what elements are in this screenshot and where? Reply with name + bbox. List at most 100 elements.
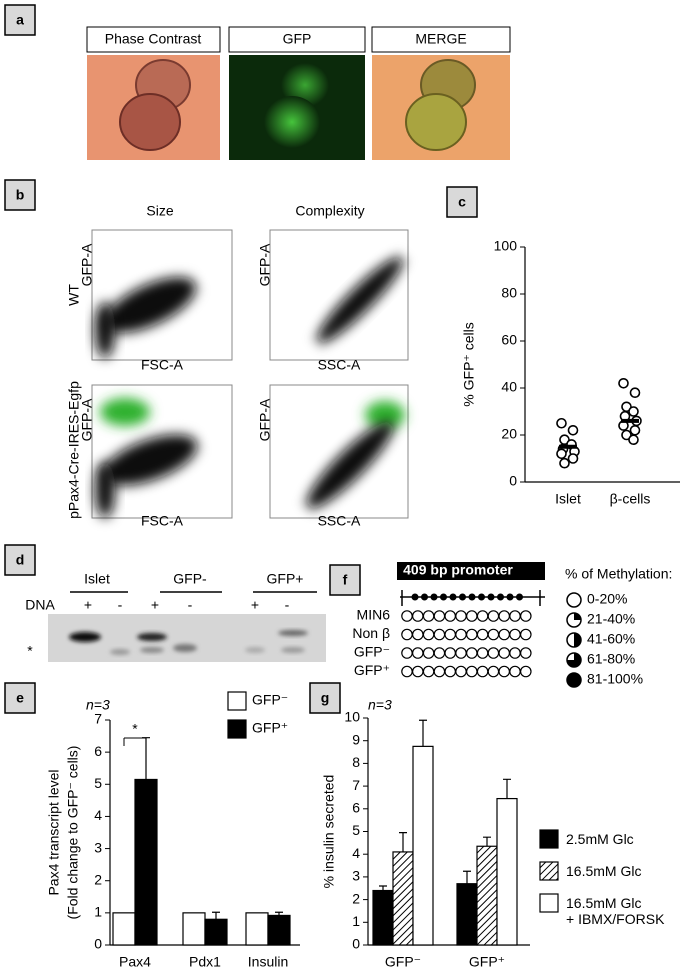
- x-tick-label: GFP⁺: [469, 954, 505, 970]
- cpg-site: [459, 593, 466, 601]
- lane-label: -: [118, 597, 123, 613]
- error-bar: [503, 778, 511, 799]
- panel-label-box: [4, 179, 36, 211]
- panel-label: c: [458, 194, 466, 210]
- lane-label: -: [188, 597, 193, 613]
- methylation-circle: [519, 610, 532, 622]
- mean-marker: [621, 418, 639, 423]
- methylation-circle: [476, 610, 489, 622]
- methylation-circle: [455, 628, 467, 641]
- bar: [412, 745, 434, 946]
- y-tick-label: 2: [352, 890, 360, 906]
- cpg-site: [411, 593, 419, 601]
- axis-label: GFP-A: [257, 398, 273, 441]
- data-point: [628, 406, 639, 417]
- methylation-circle: [433, 647, 446, 659]
- legend-label-box: 16.5mM Glc + IBMX/FORSK: [566, 895, 665, 927]
- methylation-circle: [476, 665, 489, 678]
- bar: [476, 845, 498, 946]
- panel-label-box: [446, 186, 478, 218]
- data-point: [621, 429, 632, 441]
- row-label: GFP⁻: [354, 644, 390, 660]
- column-title: Size: [146, 203, 173, 219]
- x-tick-label: β-cells: [610, 491, 651, 507]
- legend-label: 21-40%: [587, 611, 635, 627]
- flow-plot: [269, 229, 409, 361]
- band-marker: *: [27, 643, 33, 659]
- cpg-site: [516, 593, 523, 601]
- data-point: [556, 448, 567, 460]
- methylation-circle: [498, 610, 510, 622]
- y-tick-label: 40: [501, 379, 517, 395]
- y-tick-label: 6: [94, 743, 102, 759]
- y-tick-label: 4: [94, 807, 102, 823]
- methylation-circle: [519, 647, 532, 659]
- legend-swatch: [539, 893, 559, 913]
- methylation-circle: [444, 647, 456, 659]
- axis-label: GFP-A: [257, 243, 273, 286]
- methylation-circle: [411, 647, 424, 659]
- methylation-circle: [498, 665, 510, 678]
- legend-symbol-fill: [567, 653, 581, 667]
- legend-label: 2.5mM Glc: [566, 831, 634, 847]
- data-point: [628, 434, 639, 446]
- bar: [456, 883, 478, 946]
- significance: *: [132, 721, 138, 737]
- axis-label: GFP-A: [79, 243, 95, 286]
- methylation-circle: [411, 628, 424, 641]
- methylation-circle: [509, 610, 521, 622]
- panel-label: f: [343, 572, 348, 588]
- panel-label: e: [16, 690, 24, 706]
- methylation-circle: [422, 610, 435, 622]
- methylation-circle: [519, 628, 532, 641]
- legend-swatch: [539, 829, 559, 849]
- legend-label: GFP⁺: [252, 720, 288, 736]
- methylation-circle: [509, 647, 521, 659]
- methylation-circle: [509, 665, 521, 678]
- data-point: [629, 387, 641, 399]
- legend-label: 16.5mM Glc + IBMX/FORSK: [566, 895, 665, 927]
- y-axis-label: Pax4 transcript level: [46, 769, 62, 895]
- panel-b: Size Complexity WT pPax4-Cre-IRES-Egfp F…: [66, 203, 409, 529]
- error-bar: [419, 719, 427, 747]
- panel-label-box: [4, 4, 36, 36]
- x-tick-label: Pax4: [119, 954, 151, 970]
- y-tick-label: 3: [352, 868, 360, 884]
- mean-marker: [559, 444, 577, 449]
- flow-plot: [269, 384, 409, 519]
- methylation-circle: [401, 647, 413, 659]
- methylation-circle: [411, 610, 424, 622]
- methylation-circle: [444, 610, 456, 622]
- legend-label-box: 2.5mM Glc: [566, 831, 634, 847]
- methylation-circle: [433, 628, 446, 641]
- x-tick-label: Insulin: [248, 954, 288, 970]
- row-title: pPax4-Cre-IRES-Egfp: [66, 381, 82, 519]
- row-label: MIN6: [357, 607, 391, 623]
- y-tick-label: 2: [94, 871, 102, 887]
- panel-label-box: [309, 682, 341, 714]
- lane-label: -: [285, 597, 290, 613]
- y-tick-label: 6: [352, 800, 360, 816]
- data-point: [556, 417, 567, 429]
- error-bar: [483, 836, 491, 847]
- y-tick-label: 1: [352, 913, 360, 929]
- legend-symbol: [566, 592, 582, 608]
- bar: [204, 918, 228, 946]
- annotation: n=3: [368, 697, 392, 713]
- row-title: WT: [66, 284, 82, 306]
- methylation-circle: [401, 610, 413, 622]
- methylation-circle: [444, 665, 456, 678]
- y-tick-label: 60: [501, 332, 517, 348]
- legend-label: 41-60%: [587, 631, 635, 647]
- error-bar: [212, 911, 220, 920]
- data-point: [559, 457, 570, 469]
- panel-f: 409 bp promoter % of Methylation:: [397, 562, 672, 606]
- y-tick-label: 3: [94, 839, 102, 855]
- lane-label: +: [151, 597, 159, 613]
- error-bar: [142, 737, 150, 780]
- x-tick-label: Islet: [555, 491, 581, 507]
- methylation-circle: [433, 665, 446, 678]
- data-point: [567, 453, 579, 464]
